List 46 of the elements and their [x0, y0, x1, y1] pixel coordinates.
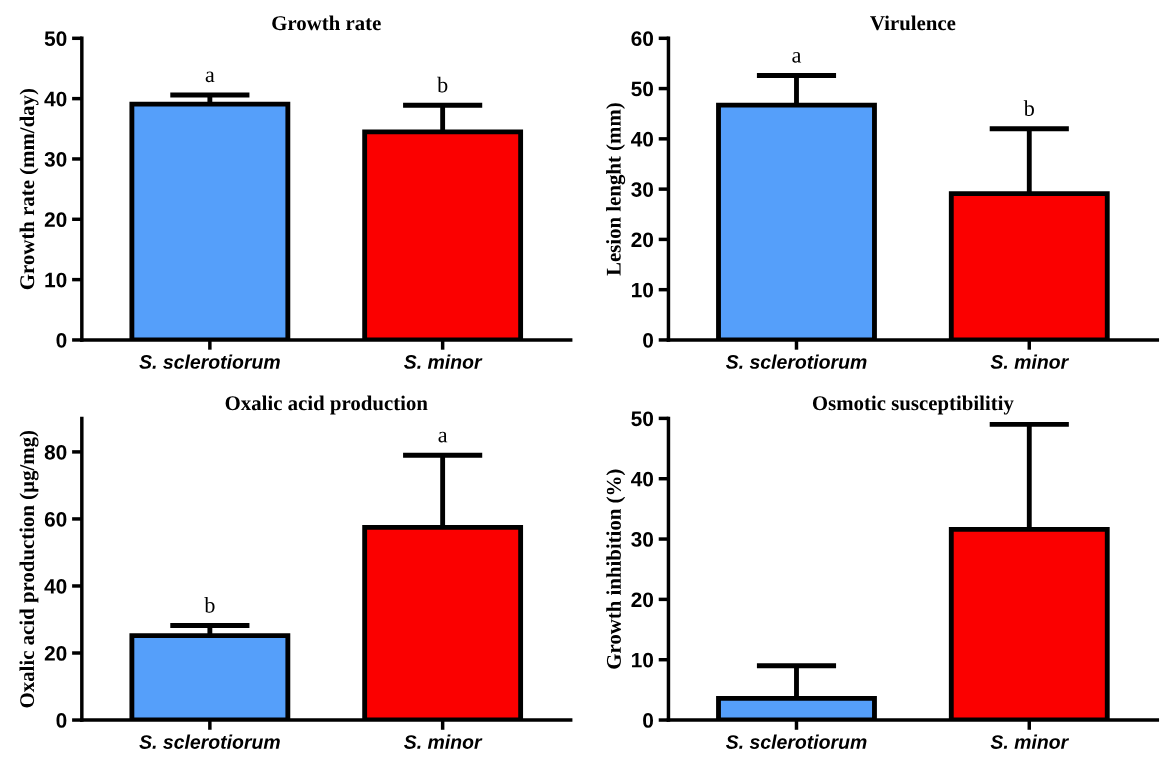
y-tick-label: 30 [631, 182, 654, 197]
annotation: a [438, 431, 448, 443]
annotation: a [205, 71, 215, 83]
annotation: b [437, 76, 448, 93]
y-tick-label: 60 [44, 511, 67, 527]
x-tick-label: S. minor [403, 354, 483, 369]
y-tick-label: 10 [632, 652, 654, 668]
y-tick-label: 30 [631, 532, 654, 547]
y-tick-label: 0 [643, 332, 654, 348]
y-tick-label: 40 [631, 131, 654, 147]
y-tick-label: 20 [44, 212, 67, 228]
x-tick-label: S. minor [403, 734, 483, 749]
y-tick-label: 20 [631, 592, 654, 608]
y-axis-title: Growth inhibition (%) [606, 469, 626, 669]
y-tick-label: 20 [631, 232, 654, 248]
x-tick-label: S. minor [990, 354, 1070, 369]
x-tick-label: S. minor [990, 734, 1070, 749]
annotation: a [792, 52, 802, 63]
x-tick-label: S. sclerotiorum [139, 354, 280, 369]
x-tick-label: S. sclerotiorum [139, 734, 280, 749]
y-tick-label: 80 [44, 444, 67, 460]
y-tick-label: 10 [632, 282, 654, 298]
y-tick-label: 20 [44, 646, 67, 661]
chart-title: Oxalic acid production [225, 395, 428, 415]
y-tick-label: 50 [44, 31, 67, 47]
y-tick-label: 40 [631, 471, 654, 487]
y-tick-label: 10 [45, 272, 67, 288]
chart-title: Growth rate [272, 15, 381, 31]
annotation: b [204, 597, 215, 613]
y-tick-label: 60 [631, 31, 654, 47]
y-tick-label: 50 [631, 411, 654, 427]
x-tick-label: S. sclerotiorum [725, 734, 867, 749]
y-tick-label: 0 [56, 713, 67, 728]
y-tick-label: 50 [631, 81, 654, 97]
y-tick-label: 0 [643, 713, 654, 728]
y-tick-label: 30 [44, 151, 67, 167]
y-axis-title: Growth rate (mm/day) [19, 88, 39, 290]
y-tick-label: 0 [56, 332, 67, 348]
chart-title: Virulence [870, 15, 956, 31]
annotation: b [1023, 100, 1034, 116]
y-axis-title: Lesion lenght (mm) [606, 103, 626, 276]
x-tick-label: S. sclerotiorum [725, 354, 867, 369]
y-tick-label: 40 [44, 578, 67, 594]
chart-title: Osmotic susceptibilitiy [812, 395, 1014, 415]
y-axis-title: Oxalic acid production (µg/mg) [19, 430, 39, 708]
y-tick-label: 40 [44, 91, 67, 107]
